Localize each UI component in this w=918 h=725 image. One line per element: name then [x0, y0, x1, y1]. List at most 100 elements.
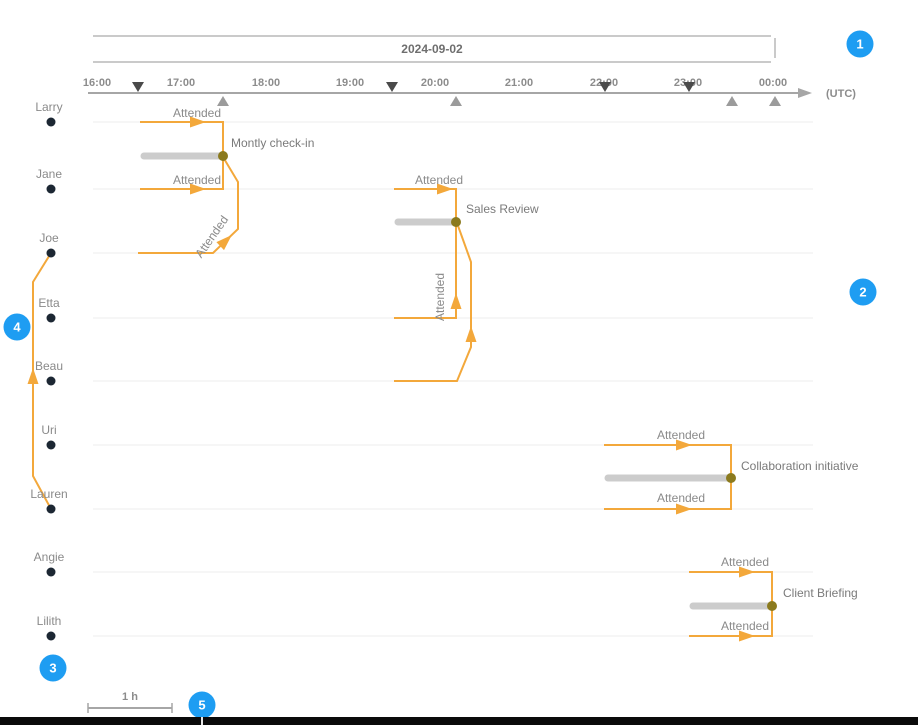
attended-edge-larry: Attended	[140, 106, 224, 156]
arrow-right-icon	[739, 566, 755, 578]
edge-path	[138, 156, 239, 254]
badge-circle	[39, 654, 67, 682]
attended-label: Attended	[173, 106, 221, 120]
axis-tick-19-00: 19:00	[336, 77, 364, 89]
edge-path	[140, 121, 224, 156]
badge-number: 5	[198, 698, 205, 713]
attended-edge-lilith-client: Attended	[689, 606, 773, 642]
edge-path	[140, 156, 224, 190]
badge-number: 1	[856, 37, 863, 52]
person-lanes	[93, 121, 813, 637]
event-label: Collaboration initiative	[741, 459, 859, 473]
event-monthly-check-in[interactable]: Montly check-in	[140, 136, 314, 161]
event-end-marker-icon	[726, 96, 738, 106]
arrow-up-icon	[27, 368, 39, 384]
progress-playhead[interactable]	[201, 717, 203, 725]
person-label-uri: Uri	[41, 423, 56, 437]
edge-path	[604, 444, 732, 478]
attended-edge-etta-sales: Attended	[394, 226, 462, 321]
event-label: Client Briefing	[783, 586, 858, 600]
attended-label: Attended	[657, 428, 705, 442]
attended-label: Attended	[657, 491, 705, 505]
arrow-diagonal-icon	[216, 235, 232, 251]
arrow-right-icon	[190, 116, 206, 128]
arrow-up-icon	[450, 293, 462, 309]
event-end-marker-icon	[769, 96, 781, 106]
arrow-right-icon	[676, 439, 692, 451]
axis-tick-00-00: 00:00	[759, 77, 787, 89]
scale-bar-label: 1 h	[122, 691, 138, 703]
attended-label: Attended	[415, 173, 463, 187]
event-end-marker-icon	[450, 96, 462, 106]
event-end-marker-icon	[217, 96, 229, 106]
event-dot[interactable]	[767, 601, 777, 611]
event-dot[interactable]	[451, 217, 461, 227]
person-dot-larry[interactable]	[46, 117, 56, 127]
attended-edge-angie-client: Attended	[689, 555, 773, 606]
event-start-marker-icon	[132, 82, 144, 92]
event-dot[interactable]	[726, 473, 736, 483]
badge-1: 1	[846, 30, 874, 58]
attended-edge-uri-collab: Attended	[604, 428, 732, 478]
axis-tick-18-00: 18:00	[252, 77, 280, 89]
event-label: Sales Review	[466, 202, 539, 216]
person-dot-lauren[interactable]	[46, 504, 56, 514]
edge-path	[689, 571, 773, 606]
event-client-briefing[interactable]: Client Briefing	[689, 586, 858, 611]
person-dot-angie[interactable]	[46, 567, 56, 577]
attended-edge-jane-sales: Attended	[394, 173, 463, 222]
person-link-lauren-joe	[27, 252, 52, 510]
badge-circle	[3, 313, 31, 341]
person-dot-etta[interactable]	[46, 313, 56, 323]
arrow-up-icon	[465, 326, 477, 342]
person-dot-joe[interactable]	[46, 248, 56, 258]
axis-tick-21-00: 21:00	[505, 77, 533, 89]
edge-path	[394, 188, 457, 222]
event-start-marker-icon	[599, 82, 611, 92]
video-progress-bar[interactable]	[0, 717, 918, 725]
person-label-etta: Etta	[38, 296, 60, 310]
badge-number: 2	[859, 285, 866, 300]
person-dot-lilith[interactable]	[46, 631, 56, 641]
person-label-larry: Larry	[35, 100, 62, 114]
person-label-jane: Jane	[36, 167, 62, 181]
edge-path	[394, 222, 472, 382]
date-label: 2024-09-02	[401, 42, 463, 56]
event-label: Montly check-in	[231, 136, 314, 150]
annotation-badges: 1 2 3 4 5	[3, 30, 877, 719]
event-start-marker-icon	[683, 82, 695, 92]
event-dot[interactable]	[218, 151, 228, 161]
badge-number: 4	[13, 320, 21, 335]
time-axis: 16:00 17:00 18:00 19:00 20:00 21:00 22:0…	[83, 77, 856, 106]
attended-label: Attended	[721, 555, 769, 569]
arrow-right-icon	[739, 630, 755, 642]
badge-circle	[846, 30, 874, 58]
attended-edge-jane-monthly: Attended	[140, 156, 224, 195]
date-range-selector[interactable]: 2024-09-02	[93, 35, 776, 63]
axis-tick-17-00: 17:00	[167, 77, 195, 89]
event-collaboration-initiative[interactable]: Collaboration initiative	[604, 459, 859, 483]
badge-3: 3	[39, 654, 67, 682]
person-label-beau: Beau	[35, 359, 63, 373]
attended-label: Attended	[721, 619, 769, 633]
progress-track[interactable]	[0, 717, 918, 725]
axis-tick-16-00: 16:00	[83, 77, 111, 89]
person-label-lauren: Lauren	[30, 487, 67, 501]
event-sales-review[interactable]: Sales Review	[394, 202, 539, 227]
person-dot-uri[interactable]	[46, 440, 56, 450]
person-dot-jane[interactable]	[46, 184, 56, 194]
axis-tick-20-00: 20:00	[421, 77, 449, 89]
badge-4: 4	[3, 313, 31, 341]
utc-label: (UTC)	[826, 88, 856, 100]
attended-label: Attended	[173, 173, 221, 187]
event-start-marker-icon	[386, 82, 398, 92]
attended-label-rotated: Attended	[433, 273, 447, 321]
badge-circle	[188, 691, 216, 719]
time-scale-indicator: 1 h	[87, 691, 173, 713]
arrow-right-icon	[437, 183, 453, 195]
person-list: Larry Jane Joe Etta Beau Uri Lauren Angi…	[30, 100, 68, 641]
person-dot-beau[interactable]	[46, 376, 56, 386]
person-label-joe: Joe	[39, 231, 59, 245]
